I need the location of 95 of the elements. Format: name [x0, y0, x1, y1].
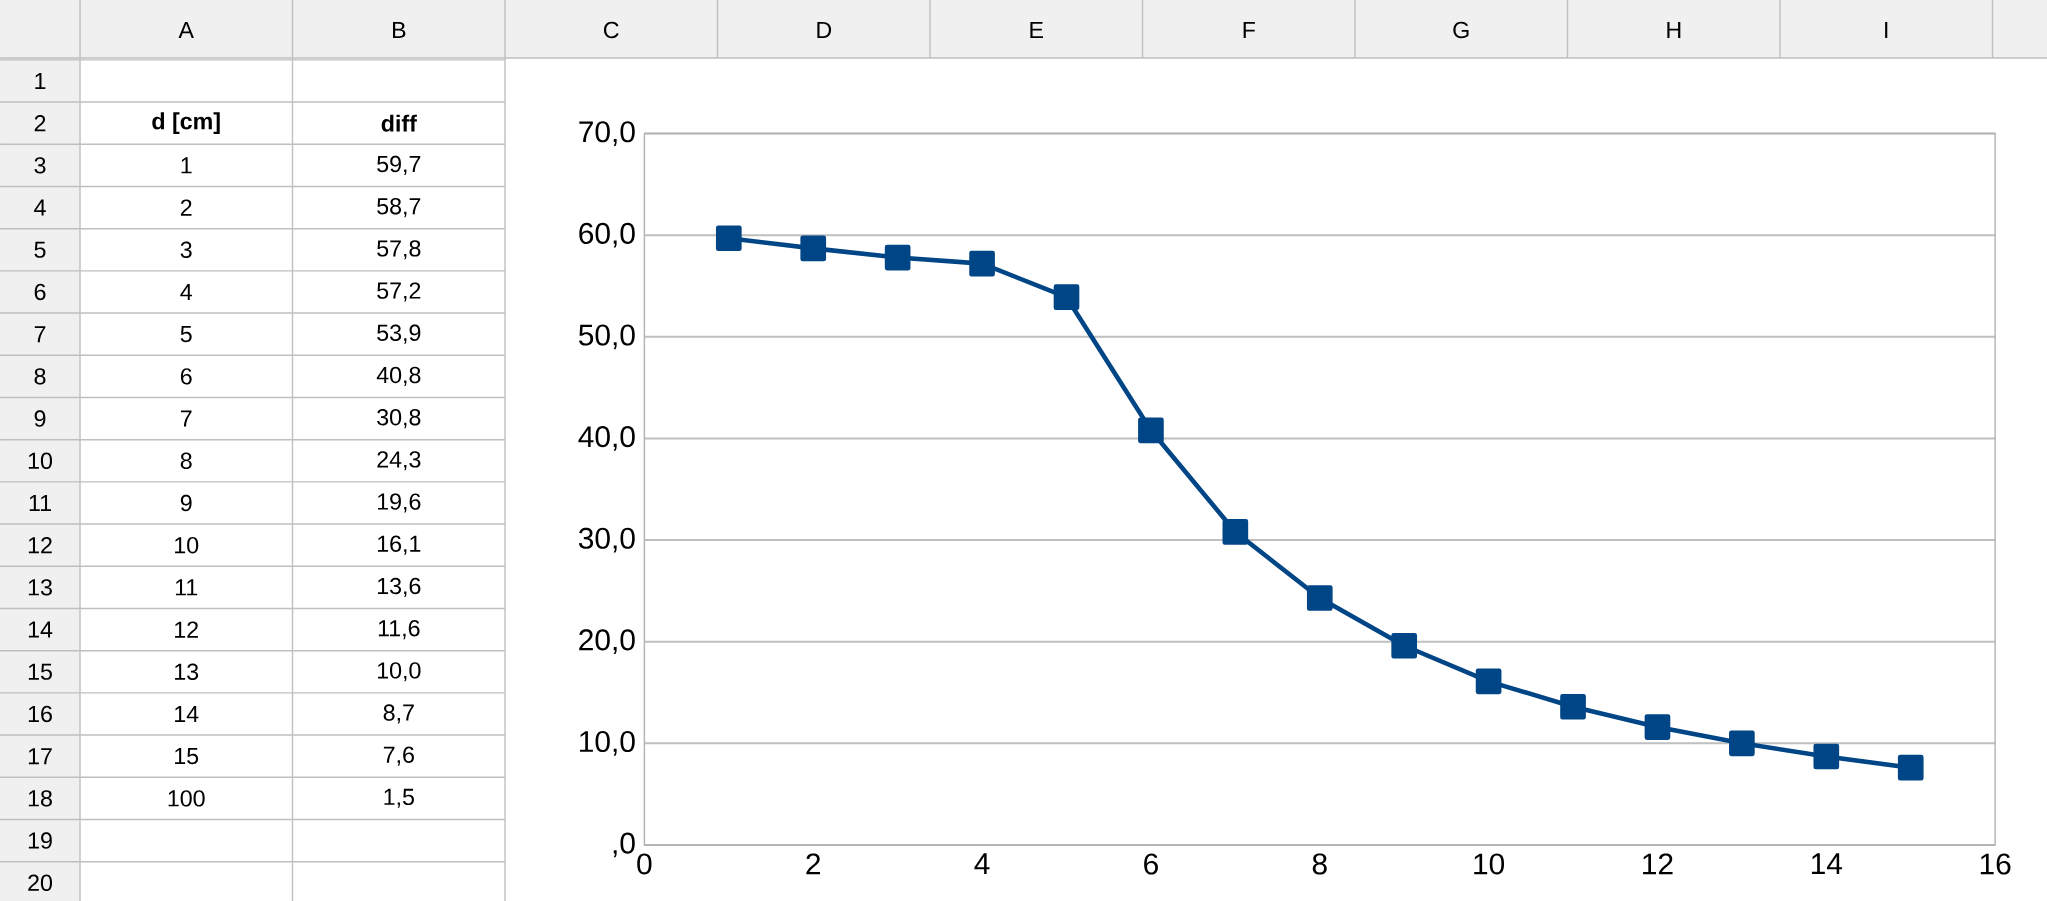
y-tick-label: 10,0	[580, 731, 635, 756]
text: H	[1667, 21, 1681, 38]
x-tick-label: 16	[1980, 853, 2011, 875]
text: 58,7	[377, 197, 421, 218]
point	[1897, 754, 1924, 781]
text: 3	[180, 241, 192, 258]
point	[1729, 730, 1755, 757]
x-tick-label: 4	[974, 853, 990, 874]
text: 7	[34, 326, 46, 343]
text: 8	[180, 452, 192, 469]
point	[715, 225, 742, 252]
text: 5	[34, 241, 46, 258]
text: 11	[29, 494, 51, 511]
x-tick-label: 8	[1312, 853, 1327, 875]
text: E	[1030, 21, 1043, 38]
text: 7	[180, 410, 192, 427]
text: 12	[175, 621, 198, 638]
text: 17	[28, 748, 52, 765]
text: 13	[28, 579, 52, 596]
text: 14	[28, 621, 53, 638]
text: 57,2	[377, 282, 421, 302]
text: 19,6	[377, 493, 421, 513]
text: 1	[181, 157, 192, 174]
text: diff	[381, 114, 417, 132]
text: 11	[175, 579, 198, 596]
text: 16	[28, 705, 52, 723]
text: G	[1453, 21, 1469, 39]
text: 4	[180, 283, 192, 300]
text: B	[393, 21, 406, 38]
text: 5	[180, 326, 192, 343]
text: 3	[34, 157, 46, 174]
point	[969, 250, 995, 277]
text: 59,7	[377, 155, 421, 175]
y-tick-label: 20,0	[579, 629, 635, 655]
point	[800, 235, 827, 262]
text: 30,8	[377, 408, 421, 429]
x-tick-label: 0	[637, 853, 652, 875]
y-tick-label: 70,0	[579, 121, 635, 146]
text: 6	[34, 283, 46, 301]
text: 53,9	[377, 324, 421, 344]
text: 9	[180, 494, 192, 512]
y-tick-label: 40,0	[578, 426, 635, 451]
text: 10	[28, 452, 53, 469]
text: 10	[175, 536, 199, 554]
text: 1	[35, 72, 46, 89]
text: 9	[34, 410, 46, 427]
text: 6	[180, 368, 192, 385]
text: 10,0	[377, 662, 421, 682]
x-tick-label: 6	[1144, 853, 1158, 875]
text: 11,6	[378, 619, 420, 640]
text: 16,1	[377, 535, 421, 555]
text: 13,6	[377, 577, 421, 597]
point	[884, 244, 911, 271]
text: 57,8	[377, 240, 421, 260]
point	[1222, 519, 1249, 545]
text: I	[1885, 21, 1888, 38]
text: 7,6	[383, 746, 414, 766]
text: 8,7	[383, 704, 414, 724]
text: 20	[28, 874, 53, 891]
text: 18	[28, 790, 52, 807]
text: 40,8	[376, 366, 421, 386]
y-tick-label: 50,0	[578, 324, 635, 350]
text: 8	[34, 368, 46, 385]
text: D	[817, 21, 832, 38]
text: 15	[175, 748, 199, 765]
x-tick-label: 2	[806, 853, 821, 875]
point	[1391, 632, 1418, 659]
text: 12	[28, 537, 52, 554]
text: C	[603, 21, 619, 39]
text: 100	[168, 790, 205, 807]
text: 13	[175, 663, 199, 680]
y-tick-label: ,0	[613, 832, 635, 858]
y-tick-label: 60,0	[579, 222, 635, 248]
text: F	[1243, 21, 1255, 38]
x-tick-label: 10	[1474, 853, 1505, 875]
point	[1644, 714, 1671, 740]
point	[1138, 417, 1164, 444]
text: 2	[180, 199, 192, 216]
text: 1,5	[384, 788, 414, 808]
text: 24,3	[377, 451, 421, 471]
text: 4	[34, 199, 46, 216]
x-tick-label: 12	[1643, 853, 1673, 875]
text: d [cm]	[152, 112, 220, 134]
text: 14	[175, 705, 199, 722]
text: 2	[34, 115, 46, 132]
point	[1813, 743, 1840, 770]
x-tick-label: 14	[1811, 853, 1843, 874]
text: 15	[28, 663, 52, 680]
y-tick-label: 30,0	[578, 527, 635, 553]
point	[1306, 585, 1333, 611]
point	[1475, 668, 1502, 695]
text: 19	[28, 832, 52, 849]
point	[1053, 284, 1080, 311]
text: A	[178, 21, 194, 38]
point	[1560, 693, 1586, 720]
